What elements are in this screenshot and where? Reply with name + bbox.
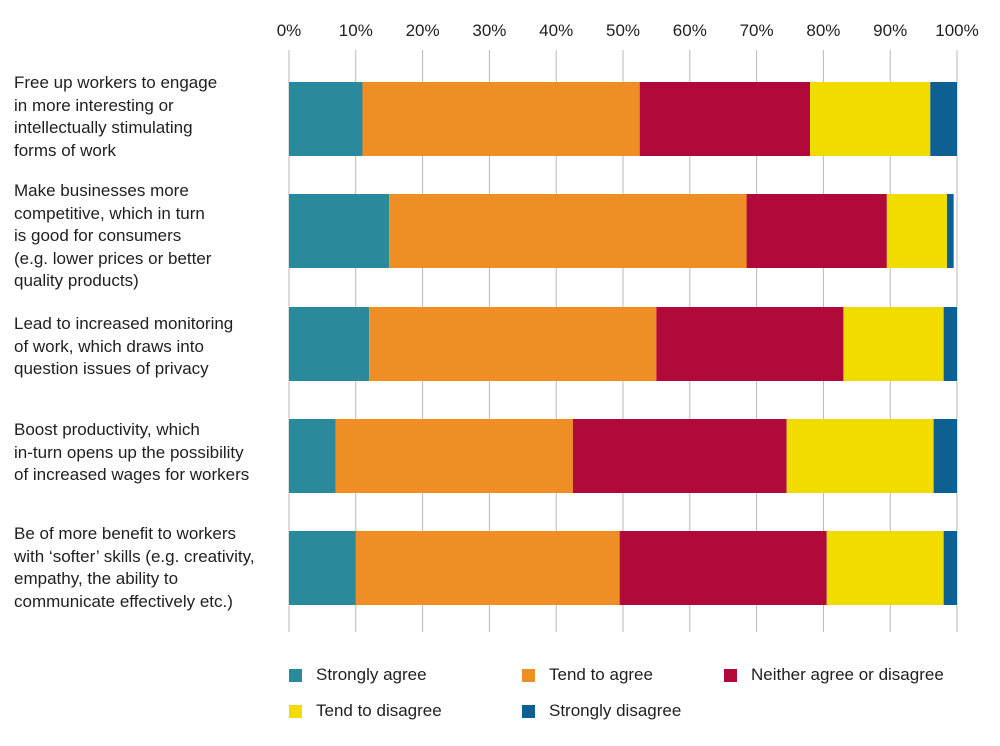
bar-segment bbox=[289, 82, 363, 156]
category-label-line: of increased wages for workers bbox=[14, 465, 250, 484]
category-label: Lead to increased monitoring of work, whi… bbox=[14, 313, 286, 381]
category-label-line: Make businesses more bbox=[14, 181, 189, 200]
bar-segment bbox=[289, 419, 336, 493]
x-tick-label: 20% bbox=[406, 21, 440, 40]
bar-segment bbox=[943, 531, 957, 605]
category-label-line: with ‘softer’ skills (e.g. creativity, bbox=[14, 546, 255, 566]
category-label-line: in-turn opens up the possibility bbox=[14, 442, 244, 462]
bar-segment bbox=[886, 194, 947, 268]
x-axis-ticks: 0% 10% 20% 30% 40% 50% 60% 70% 80% 90% 100% bbox=[277, 21, 979, 40]
category-label-line: quality products) bbox=[14, 271, 139, 290]
bar-segment bbox=[943, 307, 957, 381]
bar-segment bbox=[369, 307, 657, 381]
legend-swatch bbox=[724, 668, 737, 682]
legend-swatch bbox=[289, 668, 302, 682]
category-label: Free up workers to engage in more interes… bbox=[14, 72, 286, 162]
x-tick-label: 70% bbox=[740, 21, 774, 40]
category-label-line: is good for consumers bbox=[14, 226, 182, 245]
category-label-line: Boost productivity, which bbox=[14, 420, 200, 439]
category-label-line: question issues of privacy bbox=[14, 359, 209, 378]
category-label-line: forms of work bbox=[14, 140, 117, 160]
legend-label: Tend to agree bbox=[549, 665, 653, 684]
legend-label: Strongly agree bbox=[316, 665, 427, 684]
bar-segment bbox=[572, 419, 787, 493]
category-label-line: communicate effectively etc.) bbox=[14, 591, 233, 611]
category-label-line: Free up workers to engage bbox=[14, 73, 218, 92]
category-label: Be of more benefit to workers with ‘softe… bbox=[14, 523, 286, 613]
category-label-line: Lead to increased monitoring bbox=[14, 314, 234, 333]
bar-segment bbox=[362, 82, 640, 156]
x-tick-label: 80% bbox=[806, 21, 840, 40]
legend-item: Strongly agree bbox=[289, 665, 427, 685]
x-tick-label: 100% bbox=[935, 21, 978, 40]
bar-segment bbox=[930, 82, 957, 156]
category-label-line: Be of more benefit to workers bbox=[14, 524, 237, 543]
bar-segment bbox=[933, 419, 957, 493]
legend-item: Tend to agree bbox=[522, 665, 653, 685]
x-tick-label: 10% bbox=[339, 21, 373, 40]
category-label-line: intellectually stimulating bbox=[14, 118, 193, 137]
x-tick-label: 60% bbox=[673, 21, 707, 40]
x-tick-label: 40% bbox=[539, 21, 573, 40]
legend-label: Strongly disagree bbox=[549, 701, 682, 720]
legend-swatch bbox=[522, 668, 535, 682]
bar-segment bbox=[289, 531, 356, 605]
bar-segment bbox=[335, 419, 573, 493]
category-label-line: in more interesting or bbox=[14, 95, 174, 115]
legend-item: Tend to disagree bbox=[289, 701, 442, 721]
bar-segment bbox=[289, 307, 370, 381]
bar-segment bbox=[619, 531, 827, 605]
category-label-line: empathy, the ability to bbox=[14, 569, 179, 588]
bar-segment bbox=[355, 531, 620, 605]
x-tick-label: 30% bbox=[472, 21, 506, 40]
category-label: Make businesses more competitive, which i… bbox=[14, 180, 286, 293]
category-label-line: competitive, which in turn bbox=[14, 203, 205, 223]
bar-segment bbox=[946, 194, 954, 268]
legend-item: Strongly disagree bbox=[522, 701, 681, 721]
bar-segment bbox=[746, 194, 887, 268]
bar-segment bbox=[289, 194, 390, 268]
bar-segment bbox=[826, 531, 944, 605]
legend-item: Neither agree or disagree bbox=[724, 665, 944, 685]
legend-label: Neither agree or disagree bbox=[751, 665, 944, 684]
legend-swatch bbox=[289, 704, 302, 718]
bar-segment bbox=[843, 307, 944, 381]
bar-segment bbox=[639, 82, 811, 156]
bar-segment bbox=[810, 82, 931, 156]
category-label-line: of work, which draws into bbox=[14, 336, 204, 356]
x-tick-label: 50% bbox=[606, 21, 640, 40]
legend-swatch bbox=[522, 704, 535, 718]
x-tick-label: 90% bbox=[873, 21, 907, 40]
bar-segment bbox=[786, 419, 934, 493]
category-label-line: (e.g. lower prices or better bbox=[14, 248, 212, 268]
bar-segment bbox=[389, 194, 747, 268]
legend-label: Tend to disagree bbox=[316, 701, 442, 720]
x-tick-label: 0% bbox=[277, 21, 302, 40]
bars bbox=[289, 82, 957, 605]
category-label: Boost productivity, which in-turn opens u… bbox=[14, 419, 286, 487]
bar-segment bbox=[656, 307, 844, 381]
